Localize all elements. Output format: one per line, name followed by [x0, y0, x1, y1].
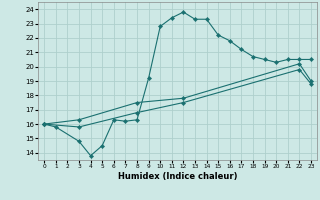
X-axis label: Humidex (Indice chaleur): Humidex (Indice chaleur)	[118, 172, 237, 181]
